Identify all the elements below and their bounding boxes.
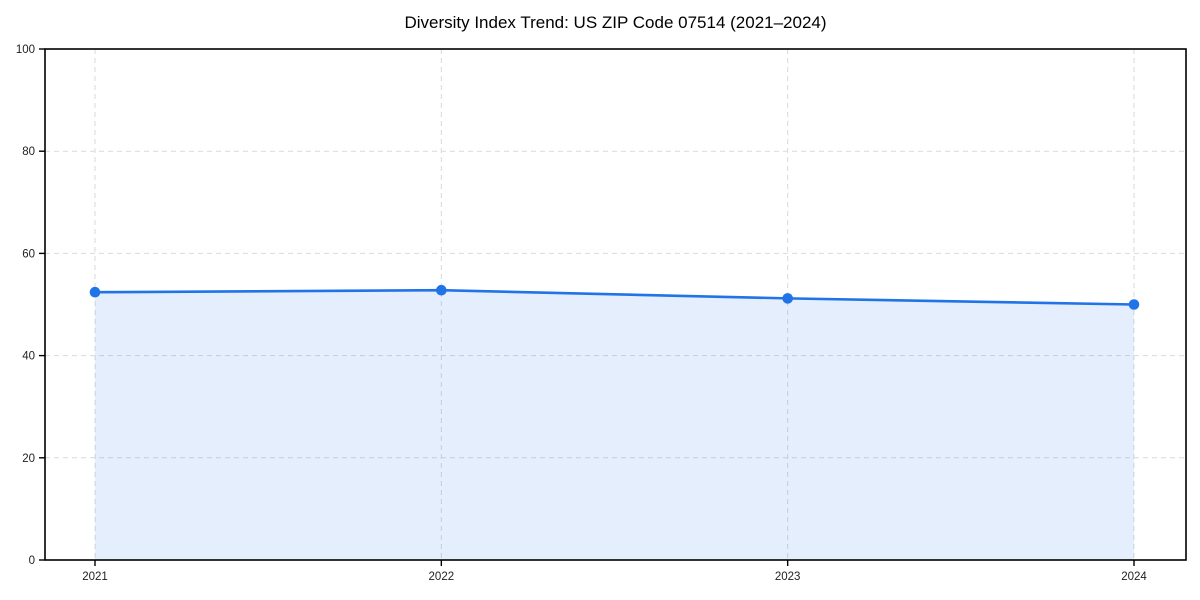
x-tick-label: 2023 [775, 571, 801, 583]
x-tick-label: 2022 [429, 571, 455, 583]
x-tick-label: 2024 [1121, 571, 1147, 583]
y-tick-label: 100 [16, 44, 35, 56]
y-tick-label: 40 [22, 351, 35, 363]
data-point-2022 [436, 284, 447, 296]
y-tick-label: 20 [22, 453, 35, 465]
y-tick-label: 0 [29, 555, 35, 567]
chart-title: Diversity Index Trend: US ZIP Code 07514… [404, 13, 827, 32]
y-tick-label: 60 [22, 248, 35, 260]
data-point-2024 [1128, 299, 1140, 310]
plot-border [44, 48, 1187, 561]
data-point-2021 [89, 286, 101, 298]
data-point-2023 [782, 293, 793, 304]
trend-line [93, 288, 1136, 306]
x-tick-label: 2021 [82, 571, 108, 583]
y-tick-label: 80 [22, 146, 35, 158]
area-fill [95, 290, 1134, 560]
